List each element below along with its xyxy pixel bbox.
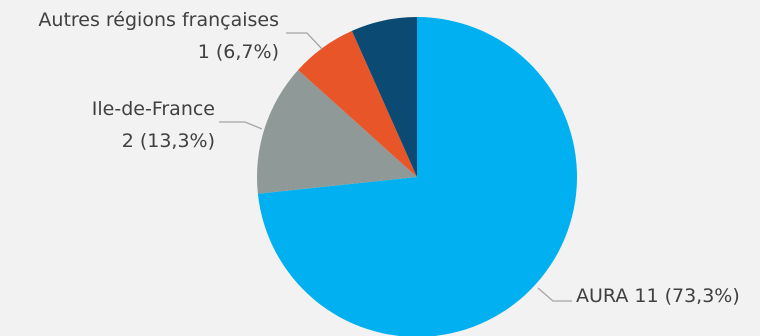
leader-line-1: [219, 121, 263, 130]
pie-slice-unlabeled: [351, 17, 417, 177]
leader-line-0: [537, 287, 572, 302]
slice-label-0-line-0: AURA 11 (73,3%): [576, 285, 740, 307]
leader-line-2: [286, 32, 323, 50]
pie-slice-ile-de-france: [256, 69, 417, 194]
pie-slice-aura: [257, 17, 577, 336]
slice-label-1-line-1: 2 (13,3%): [122, 130, 215, 152]
slice-label-2-line-0: Autres régions françaises: [38, 9, 279, 31]
slice-label-2-line-1: 1 (6,7%): [198, 41, 279, 63]
slice-label-1-line-0: Ile-de-France: [92, 98, 215, 120]
pie-slice-autres-r-gions-fran-aises: [298, 30, 417, 177]
